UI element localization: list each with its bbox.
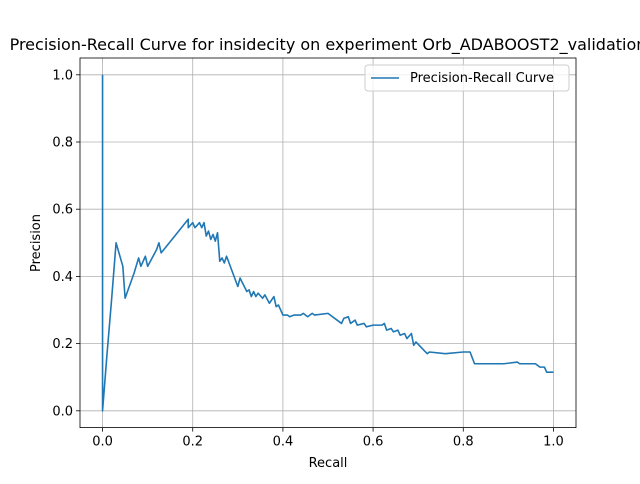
x-tick-label: 1.0: [543, 435, 564, 450]
grid: [80, 58, 576, 428]
legend-label: Precision-Recall Curve: [410, 71, 554, 86]
x-tick-label: 0.2: [182, 435, 203, 450]
y-tick-label: 0.6: [52, 203, 73, 218]
y-tick-label: 1.0: [52, 68, 73, 83]
series-layer: [101, 74, 554, 412]
x-tick-label: 0.0: [92, 435, 113, 450]
y-axis-label: Precision: [29, 214, 44, 272]
y-tick-label: 0.2: [52, 337, 73, 352]
series-line-precision-recall: [101, 74, 554, 412]
plot-frame: [79, 57, 577, 429]
y-tick-label: 0.8: [52, 136, 73, 151]
y-tick-label: 0.0: [52, 404, 73, 419]
ticks: 0.0 0.2 0.4 0.6 0.8 1.0 0.0 0.2 0.4 0.6 0.8 1.0: [52, 68, 563, 449]
x-tick-label: 0.8: [453, 435, 474, 450]
legend-box: [364, 64, 570, 92]
legend: Precision-Recall Curve: [364, 64, 570, 92]
y-tick-label: 0.4: [52, 270, 73, 285]
x-tick-label: 0.6: [363, 435, 384, 450]
chart-title: Precision-Recall Curve for insidecity on…: [10, 35, 640, 55]
x-tick-label: 0.4: [273, 435, 294, 450]
x-axis-label: Recall: [309, 456, 348, 471]
